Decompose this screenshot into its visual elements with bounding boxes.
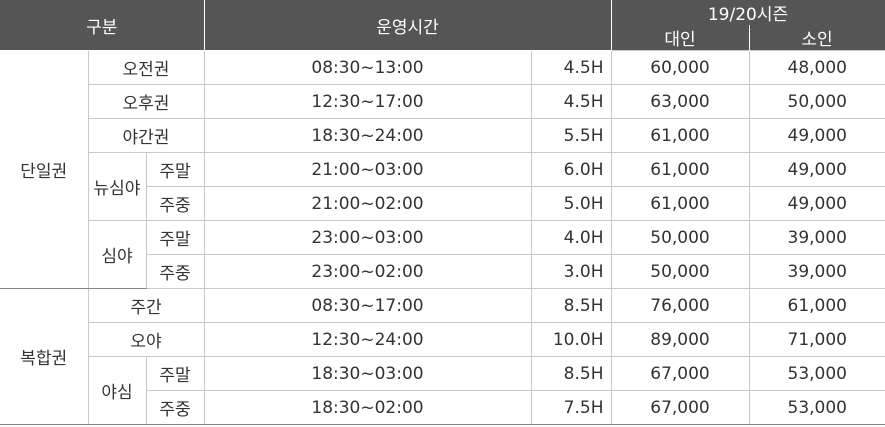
table-row: 단일권 오전권 08:30~13:00 4.5H 60,000 48,000 bbox=[0, 50, 885, 289]
pass-name: 오후권 bbox=[87, 84, 205, 119]
adult-price: 67,000 bbox=[610, 356, 750, 391]
time-range: 12:30~24:00 bbox=[203, 322, 532, 357]
pass-name: 주중 bbox=[145, 254, 205, 289]
pass-name: 주간 bbox=[87, 288, 205, 323]
operating-hours-header: 운영시간 bbox=[203, 0, 612, 51]
pass-name: 주말 bbox=[145, 220, 205, 255]
table-row: 주중 23:00~02:00 3.0H 50,000 39,000 bbox=[0, 254, 885, 289]
adult-price: 60,000 bbox=[610, 50, 750, 85]
child-price: 71,000 bbox=[748, 322, 885, 357]
child-price: 61,000 bbox=[748, 288, 885, 323]
duration: 8.5H bbox=[530, 288, 612, 323]
table-row: 오후권 12:30~17:00 4.5H 63,000 50,000 bbox=[0, 84, 885, 119]
pass-name: 주중 bbox=[145, 390, 205, 425]
adult-price: 63,000 bbox=[610, 84, 750, 119]
child-price: 50,000 bbox=[748, 84, 885, 119]
duration: 10.0H bbox=[530, 322, 612, 357]
adult-price: 61,000 bbox=[610, 118, 750, 153]
child-price: 39,000 bbox=[748, 220, 885, 255]
time-range: 18:30~24:00 bbox=[203, 118, 532, 153]
time-range: 23:00~03:00 bbox=[203, 220, 532, 255]
subgroup-label-night-combo: 야심 bbox=[87, 356, 147, 425]
duration: 8.5H bbox=[530, 356, 612, 391]
time-range: 21:00~02:00 bbox=[203, 186, 532, 221]
table-row: 주중 18:30~02:00 7.5H 67,000 53,000 bbox=[0, 390, 885, 425]
child-price: 39,000 bbox=[748, 254, 885, 289]
table-row: 뉴심야 주말 21:00~03:00 6.0H 61,000 49,000 bbox=[0, 152, 885, 221]
table-row: 심야 주말 23:00~03:00 4.0H 50,000 39,000 bbox=[0, 220, 885, 289]
child-price: 53,000 bbox=[748, 390, 885, 425]
adult-price: 50,000 bbox=[610, 254, 750, 289]
adult-price: 67,000 bbox=[610, 390, 750, 425]
adult-price: 76,000 bbox=[610, 288, 750, 323]
child-header: 소인 bbox=[748, 25, 885, 51]
child-price: 53,000 bbox=[748, 356, 885, 391]
child-price: 49,000 bbox=[748, 152, 885, 187]
time-range: 23:00~02:00 bbox=[203, 254, 532, 289]
table-row: 주중 21:00~02:00 5.0H 61,000 49,000 bbox=[0, 186, 885, 221]
adult-price: 61,000 bbox=[610, 186, 750, 221]
pass-name: 주말 bbox=[145, 152, 205, 187]
time-range: 21:00~03:00 bbox=[203, 152, 532, 187]
duration: 5.0H bbox=[530, 186, 612, 221]
category-header: 구분 bbox=[0, 0, 205, 51]
pass-name: 주중 bbox=[145, 186, 205, 221]
time-range: 18:30~02:00 bbox=[203, 390, 532, 425]
pass-name: 야간권 bbox=[87, 118, 205, 153]
child-price: 49,000 bbox=[748, 118, 885, 153]
duration: 4.5H bbox=[530, 84, 612, 119]
adult-price: 50,000 bbox=[610, 220, 750, 255]
duration: 3.0H bbox=[530, 254, 612, 289]
table-row: 야간권 18:30~24:00 5.5H 61,000 49,000 bbox=[0, 118, 885, 153]
time-range: 12:30~17:00 bbox=[203, 84, 532, 119]
duration: 6.0H bbox=[530, 152, 612, 187]
time-range: 18:30~03:00 bbox=[203, 356, 532, 391]
pass-name: 오야 bbox=[87, 322, 205, 357]
pass-name: 주말 bbox=[145, 356, 205, 391]
adult-header: 대인 bbox=[611, 25, 750, 51]
subgroup-label-late-night: 심야 bbox=[87, 220, 147, 289]
duration: 4.0H bbox=[530, 220, 612, 255]
group-label-single: 단일권 bbox=[0, 50, 89, 289]
child-price: 48,000 bbox=[748, 50, 885, 85]
table-row: 야심 주말 18:30~03:00 8.5H 67,000 53,000 bbox=[0, 356, 885, 425]
group-label-combo: 복합권 bbox=[0, 288, 89, 425]
child-price: 49,000 bbox=[748, 186, 885, 221]
duration: 5.5H bbox=[530, 118, 612, 153]
subgroup-label-new-late-night: 뉴심야 bbox=[87, 152, 147, 221]
time-range: 08:30~13:00 bbox=[203, 50, 532, 85]
table-row: 복합권 주간 08:30~17:00 8.5H 76,000 61,000 bbox=[0, 288, 885, 425]
duration: 4.5H bbox=[530, 50, 612, 85]
adult-price: 89,000 bbox=[610, 322, 750, 357]
duration: 7.5H bbox=[530, 390, 612, 425]
time-range: 08:30~17:00 bbox=[203, 288, 532, 323]
adult-price: 61,000 bbox=[610, 152, 750, 187]
season-header: 19/20시즌 bbox=[610, 0, 885, 25]
table-row: 오야 12:30~24:00 10.0H 89,000 71,000 bbox=[0, 322, 885, 357]
pass-name: 오전권 bbox=[87, 50, 205, 85]
